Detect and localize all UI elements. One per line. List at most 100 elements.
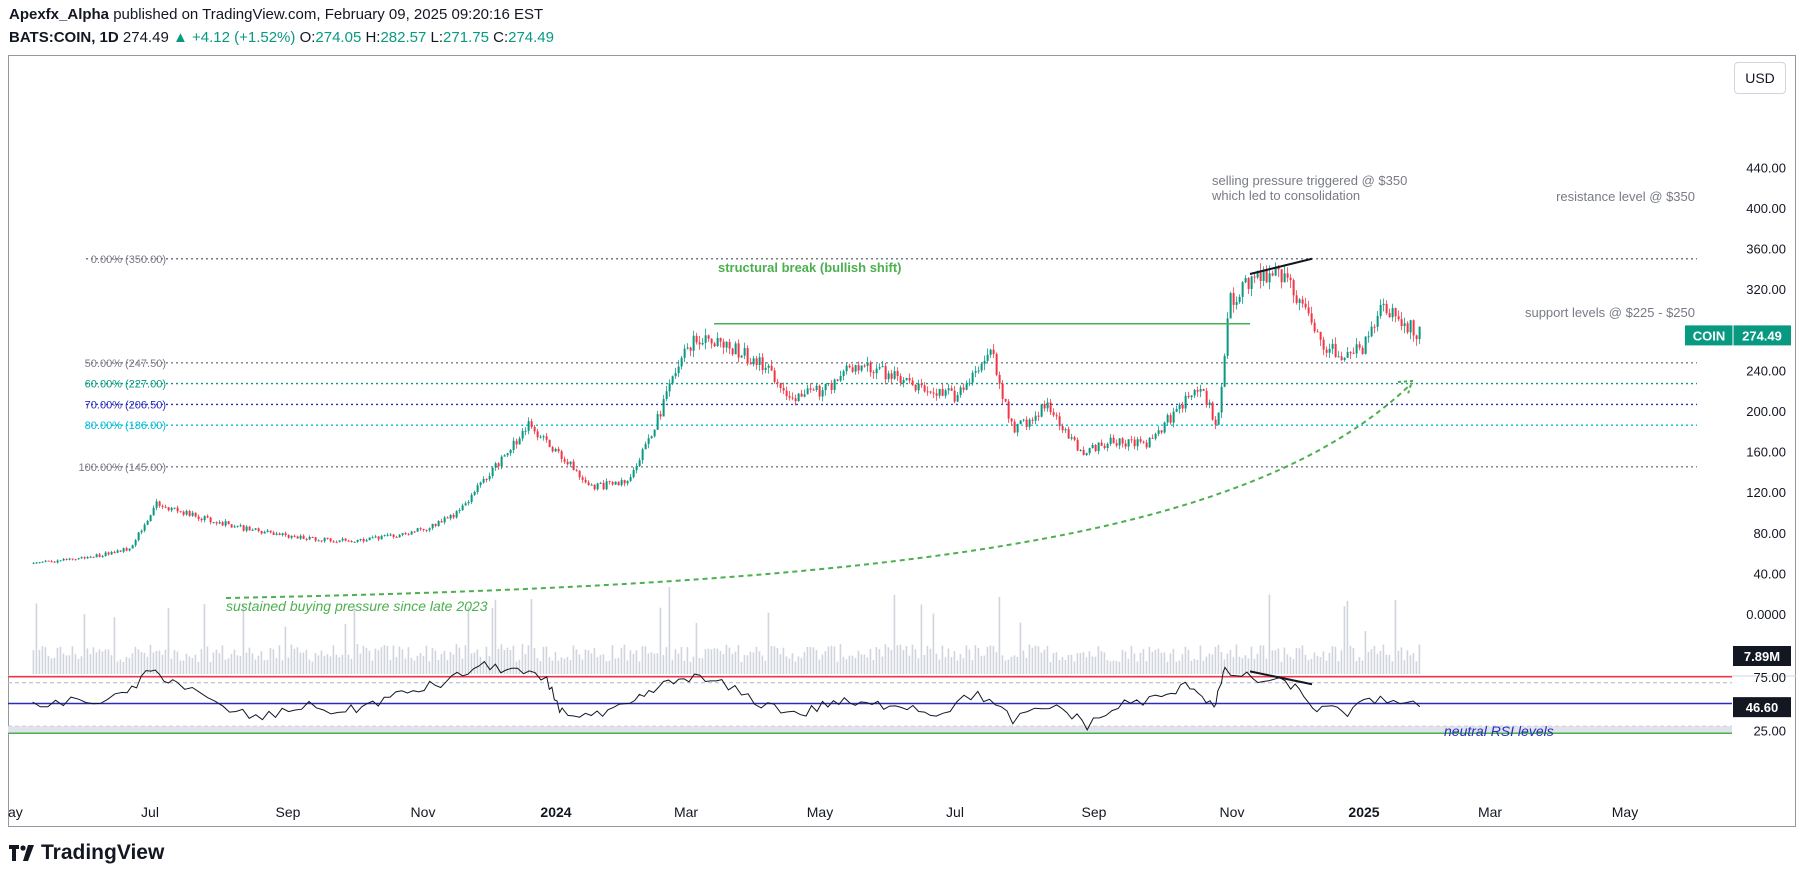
volume-bar: [1181, 654, 1184, 674]
candle-body: [797, 393, 800, 402]
candle-body: [1040, 404, 1043, 417]
volume-bar: [452, 654, 455, 674]
volume-bar: [1076, 653, 1079, 674]
volume-bar: [1364, 631, 1367, 674]
volume-bar: [698, 657, 701, 674]
volume-bar: [398, 646, 401, 674]
candle-body: [494, 463, 497, 468]
candle-body: [974, 371, 977, 373]
candle-body: [1013, 421, 1016, 433]
close-label: C:: [493, 29, 509, 46]
candle-body: [1067, 429, 1070, 439]
currency-button[interactable]: USD: [1734, 62, 1786, 94]
candle-body: [917, 383, 920, 391]
candle-body: [839, 375, 842, 381]
candle-body: [1247, 278, 1250, 289]
volume-bar: [176, 651, 179, 674]
candle-body: [323, 537, 326, 542]
volume-bar: [1274, 650, 1277, 674]
volume-bar: [1262, 645, 1265, 674]
volume-bar: [353, 607, 356, 674]
volume-bar: [1139, 652, 1142, 674]
tradingview-logo-icon: [9, 845, 34, 861]
candle-body: [197, 516, 200, 519]
candle-body: [398, 534, 401, 538]
volume-bar: [1310, 658, 1313, 674]
candle-body: [404, 533, 407, 535]
candle-body: [32, 562, 35, 564]
candle-body: [944, 390, 947, 396]
volume-bar: [884, 644, 887, 674]
candle-body: [821, 390, 824, 397]
volume-bar: [911, 644, 914, 674]
volume-bar: [614, 658, 617, 674]
candle-body: [641, 449, 644, 461]
price-tick-label: 0.0000: [1746, 607, 1786, 622]
candle-body: [752, 358, 755, 365]
candle-body: [362, 539, 365, 542]
tradingview-logo[interactable]: TradingView: [9, 841, 164, 865]
candle-body: [209, 517, 212, 523]
candle-body: [1031, 419, 1034, 421]
time-tick-label: Sep: [276, 804, 301, 820]
volume-bar: [1019, 622, 1022, 674]
candle-body: [734, 343, 737, 355]
volume-bar: [308, 659, 311, 674]
candle-body: [185, 511, 188, 515]
candle-body: [41, 561, 44, 563]
candle-body: [1277, 268, 1280, 270]
candle-body: [119, 550, 122, 552]
candle-body: [788, 396, 791, 398]
volume-bar: [1148, 646, 1151, 674]
candle-body: [239, 525, 242, 527]
candle-body: [350, 541, 353, 543]
chart-panel[interactable]: [8, 55, 1796, 827]
candle-body: [671, 376, 674, 384]
volume-bar: [557, 660, 560, 674]
candle-body: [950, 388, 953, 391]
volume-bar: [743, 655, 746, 674]
volume-bar: [218, 653, 221, 674]
volume-bar: [191, 657, 194, 674]
volume-bar: [122, 661, 125, 674]
volume-bar: [1091, 656, 1094, 674]
volume-bar: [854, 657, 857, 674]
volume-bar: [713, 648, 716, 674]
volume-bar: [539, 660, 542, 674]
candle-body: [1175, 408, 1178, 412]
volume-bar: [380, 647, 383, 674]
candle-body: [128, 548, 131, 551]
volume-bar: [1247, 658, 1250, 674]
candle-body: [623, 480, 626, 484]
candle-body: [707, 335, 710, 339]
candle-body: [1004, 398, 1007, 402]
volume-bar: [1064, 660, 1067, 674]
candle-body: [1112, 437, 1115, 444]
volume-bar: [707, 648, 710, 674]
candle-body: [1025, 419, 1028, 427]
symbol-label[interactable]: BATS:COIN, 1D: [9, 29, 119, 46]
candle-body: [260, 530, 263, 534]
volume-bar: [1094, 656, 1097, 674]
candle-body: [683, 348, 686, 358]
time-tick-label: 2025: [1348, 804, 1379, 820]
volume-bar: [1229, 649, 1232, 674]
candle-body: [779, 383, 782, 388]
volume-bar: [1160, 652, 1163, 674]
candle-body: [632, 470, 635, 478]
candle-body: [1016, 424, 1019, 433]
volume-bar: [266, 659, 269, 674]
candle-body: [1346, 352, 1349, 358]
candle-body: [896, 371, 899, 377]
volume-bar: [233, 649, 236, 674]
volume-bar: [239, 656, 242, 674]
volume-bar: [728, 647, 731, 674]
volume-bar: [905, 646, 908, 674]
candle-body: [971, 372, 974, 383]
volume-bar: [224, 659, 227, 674]
volume-bar: [542, 646, 545, 674]
volume-bar: [761, 655, 764, 674]
author-name[interactable]: Apexfx_Alpha: [9, 6, 110, 23]
candle-body: [656, 414, 659, 430]
